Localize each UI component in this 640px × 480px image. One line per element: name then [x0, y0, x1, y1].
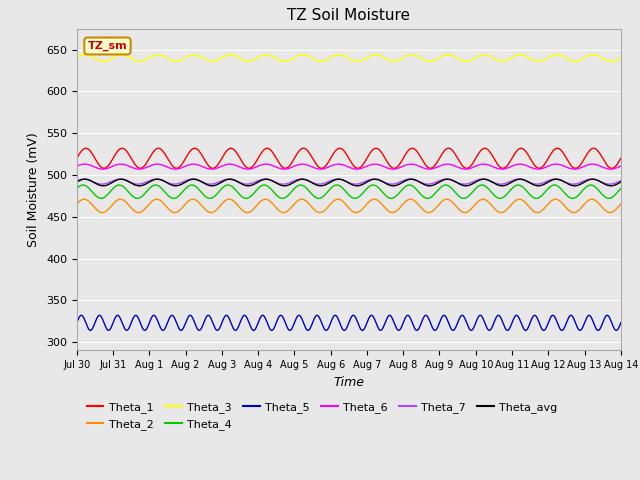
- X-axis label: Time: Time: [333, 376, 364, 389]
- Text: TZ_sm: TZ_sm: [88, 41, 127, 51]
- Title: TZ Soil Moisture: TZ Soil Moisture: [287, 9, 410, 24]
- Legend: Theta_1, Theta_2, Theta_3, Theta_4, Theta_5, Theta_6, Theta_7, Theta_avg: Theta_1, Theta_2, Theta_3, Theta_4, Thet…: [83, 398, 562, 434]
- Y-axis label: Soil Moisture (mV): Soil Moisture (mV): [28, 132, 40, 247]
